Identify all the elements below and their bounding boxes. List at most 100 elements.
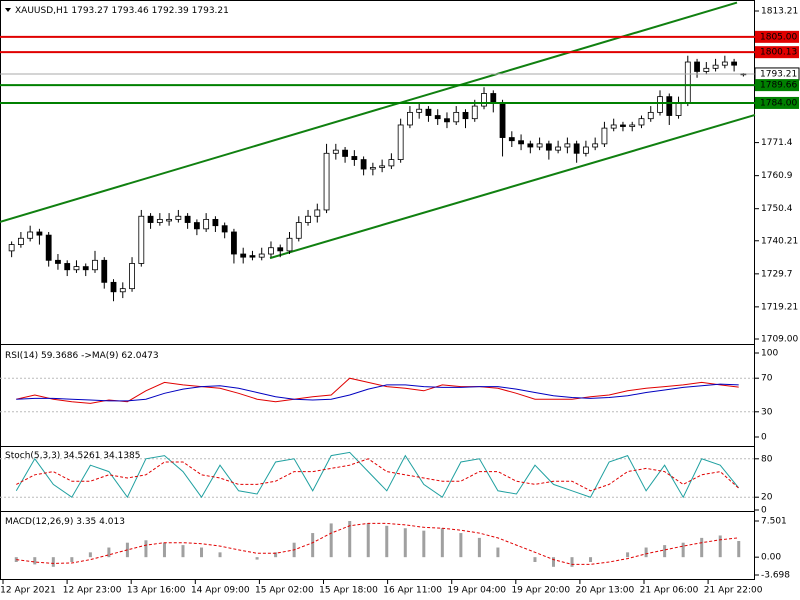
candle-body (231, 231, 237, 255)
level-box (755, 96, 799, 109)
level-label: 1784.00 (760, 98, 797, 108)
candle-body (286, 237, 293, 252)
y-tick-label: 70 (761, 374, 773, 384)
y-tick-label: 1709.00 (761, 335, 798, 345)
candle-body (323, 152, 330, 211)
macd-bar (70, 557, 74, 562)
indicator-line (16, 458, 740, 492)
candle-body (156, 218, 163, 223)
macd-bar (14, 557, 18, 562)
symbol-header: XAUUSD,H1 1793.27 1793.46 1792.39 1793.2… (15, 6, 229, 16)
candle-body (305, 215, 311, 223)
macd-bar (700, 537, 704, 558)
candle-body (369, 167, 376, 170)
y-tick-label: 1813.21 (761, 7, 798, 17)
candle-body (545, 143, 552, 151)
y-tick-label: 0 (761, 506, 767, 516)
candle-body (184, 215, 191, 223)
label: RSI(14) (5, 351, 38, 361)
y-tick-label: 7.501 (761, 517, 787, 527)
value: 34.1385 (103, 451, 140, 461)
candle-body (379, 165, 386, 168)
candle-body (462, 111, 469, 120)
trendline (0, 1, 738, 223)
candle-body (508, 137, 515, 142)
value: 59.3686 (41, 351, 78, 361)
candle-body (610, 124, 617, 129)
candle-body (101, 259, 108, 283)
macd-bar (737, 541, 741, 558)
candle-body (64, 263, 71, 271)
candle-body (249, 255, 256, 258)
candle-body (55, 259, 61, 264)
y-tick-label: 0 (761, 433, 767, 443)
candle-body (314, 209, 321, 217)
candle-body (258, 253, 265, 258)
macd-bar (144, 540, 148, 558)
macd-bar (107, 547, 111, 558)
chart-frame (0, 0, 755, 580)
symbol: XAUUSD,H1 (15, 6, 69, 16)
y-tick-label: 30 (761, 407, 773, 417)
x-tick-label: 12 Apr 23:00 (63, 586, 122, 596)
macd-bar (496, 547, 500, 558)
candle-body (444, 118, 450, 123)
candle-body (129, 263, 135, 290)
candle-body (620, 124, 626, 127)
candle-body (17, 237, 24, 245)
close: 1793.21 (192, 6, 229, 16)
macd-bar (51, 557, 55, 567)
level-label: 1800.13 (760, 48, 797, 58)
macd-bar (218, 552, 222, 558)
y-tick-label: 100 (761, 349, 778, 359)
macd-bar (422, 530, 426, 558)
x-tick-label: 20 Apr 13:00 (576, 586, 635, 596)
candle-body (666, 96, 673, 116)
candle-body (212, 218, 219, 227)
macd-bar (385, 525, 389, 558)
y-tick-label: 1750.4 (761, 204, 793, 214)
level-box (755, 46, 799, 59)
macd-bar (551, 557, 555, 567)
candle-body (119, 288, 126, 293)
x-tick-label: 16 Apr 11:00 (383, 586, 442, 596)
macd-bar (162, 542, 166, 558)
candle-body (675, 102, 682, 116)
x-tick-label: 19 Apr 20:00 (511, 586, 570, 596)
candle-body (536, 143, 543, 148)
candle-body (82, 266, 89, 271)
x-tick-label: 12 Apr 2021 (0, 586, 56, 596)
x-tick-label: 15 Apr 02:00 (255, 586, 314, 596)
trendline (269, 113, 756, 260)
candle-body (518, 140, 524, 145)
candle-body (712, 64, 719, 69)
candle-body (592, 143, 599, 148)
candle-body (694, 61, 700, 72)
open: 1793.27 (71, 6, 108, 16)
high: 1793.46 (111, 6, 148, 16)
indicator-line (15, 451, 740, 499)
candle-body (397, 124, 404, 160)
macd-bar (181, 545, 185, 558)
candle-body (453, 111, 460, 123)
candle-body (583, 146, 589, 154)
value: 3.35 (76, 517, 96, 527)
candle-body (8, 244, 15, 252)
candle-body (434, 115, 441, 120)
candle-body (721, 61, 728, 66)
y-tick-label: 1729.7 (761, 269, 793, 279)
candle-body (601, 127, 608, 145)
candle-body (647, 111, 654, 120)
candle-body (638, 118, 645, 126)
indicator-line (16, 377, 739, 404)
candle-body (684, 61, 691, 104)
candle-body (147, 215, 154, 223)
value: 62.0473 (121, 351, 158, 361)
candle-body (573, 143, 580, 154)
candle-body (193, 222, 200, 230)
value: 34.5261 (63, 451, 100, 461)
candle-body (36, 231, 43, 236)
candle-body (731, 61, 738, 66)
menu-triangle[interactable] (5, 8, 11, 12)
candle-body (175, 215, 182, 220)
